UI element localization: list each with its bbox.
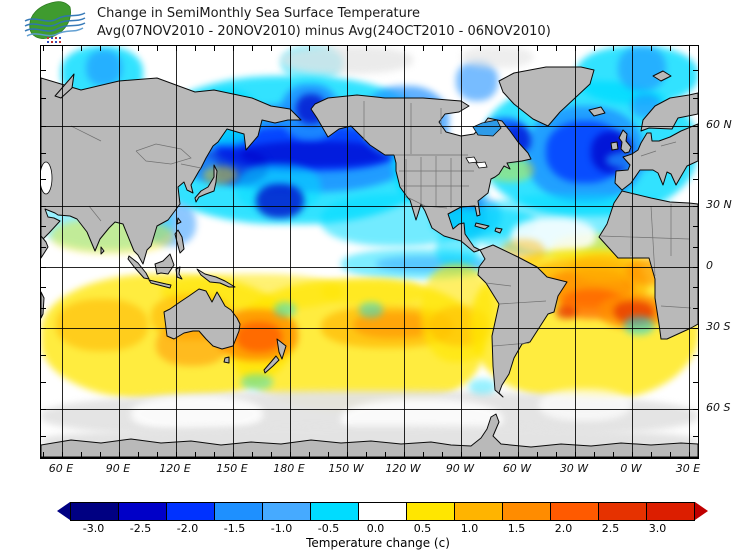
logo-tiny-text [47, 37, 61, 43]
world-landmass [41, 66, 698, 457]
greenland [498, 66, 595, 127]
colorbar-cell [214, 502, 262, 520]
new-zealand-north [276, 338, 287, 360]
colorbar-cell [262, 502, 310, 520]
lon-label: 0 W [620, 462, 642, 475]
africa [598, 190, 698, 340]
java [148, 279, 172, 289]
colorbar-cell [502, 502, 550, 520]
antarctica [41, 413, 698, 457]
colorbar-cell [406, 502, 454, 520]
lon-label: 180 E [273, 462, 305, 475]
colorbar-caption: Temperature change (c) [306, 536, 450, 550]
japan [194, 164, 218, 203]
colorbar-value: 0.5 [413, 522, 432, 535]
colorbar-cell [358, 502, 406, 520]
lat-label: 0 [706, 259, 713, 272]
lon-label: 30 E [675, 462, 701, 475]
colorbar-cell [310, 502, 358, 520]
great-lake-east [475, 161, 488, 169]
colorbar-cell [71, 502, 118, 520]
colorbar-cell [166, 502, 214, 520]
tasmania [223, 356, 230, 364]
lon-label: 60 W [502, 462, 532, 475]
colorbar-value: -2.5 [129, 522, 152, 535]
lat-label: 30 S [706, 320, 731, 333]
philippines [174, 229, 185, 254]
colorbar-cell [598, 502, 646, 520]
colorbar-value: 0.0 [366, 522, 385, 535]
colorbar: -3.0 -2.5 -2.0 -1.5 -1.0 -0.5 0.0 0.5 1.0 1.5 2.0 2… [57, 501, 708, 550]
ireland [610, 141, 619, 151]
sri-lanka [100, 246, 105, 255]
lon-label: 60 E [48, 462, 74, 475]
colorbar-value: 3.0 [648, 522, 667, 535]
great-britain [618, 129, 632, 154]
colorbar-value: 1.0 [460, 522, 479, 535]
colorbar-right-arrow [695, 502, 708, 520]
taiwan [176, 217, 182, 225]
iceland [588, 106, 606, 117]
lon-label: 90 W [445, 462, 475, 475]
colorbar-cell [550, 502, 598, 520]
lat-label: 60 S [706, 401, 731, 414]
header: Change in SemiMonthly Sea Surface Temper… [0, 0, 755, 44]
colorbar-value: 1.5 [507, 522, 526, 535]
great-lake-west [465, 156, 478, 164]
new-guinea [196, 268, 236, 288]
colorbar-value: -0.5 [317, 522, 340, 535]
colorbar-value: -1.5 [223, 522, 246, 535]
hispaniola [494, 227, 503, 234]
colorbar-cell [454, 502, 502, 520]
title-line1: Change in SemiMonthly Sea Surface Temper… [97, 6, 420, 21]
lon-label: 150 W [328, 462, 364, 475]
borneo [154, 253, 175, 275]
colorbar-cell [118, 502, 166, 520]
svalbard [652, 70, 672, 82]
map-panel [40, 45, 699, 459]
hudson-bay [472, 119, 502, 137]
lat-label: 60 N [706, 118, 732, 131]
colorbar-value: 2.0 [554, 522, 573, 535]
colorbar-value: -1.0 [270, 522, 293, 535]
lon-label: 120 W [385, 462, 421, 475]
new-zealand-south [263, 355, 280, 374]
colorbar-cell [646, 502, 694, 520]
lon-label: 150 E [216, 462, 248, 475]
lat-label: 30 N [706, 198, 732, 211]
colorbar-value: 2.5 [601, 522, 620, 535]
lon-label: 120 E [159, 462, 191, 475]
madagascar [41, 291, 45, 319]
asia [41, 77, 302, 265]
colorbar-value: -2.0 [176, 522, 199, 535]
cuba [474, 222, 490, 230]
colorbar-value: -3.0 [82, 522, 105, 535]
colorbar-left-arrow [57, 502, 70, 520]
title-line2: Avg(07NOV2010 - 20NOV2010) minus Avg(24O… [97, 24, 551, 39]
novaya-zemlya [54, 73, 75, 99]
australia [163, 288, 241, 350]
scandinavia [640, 92, 698, 132]
europe [614, 123, 698, 191]
lon-label: 30 W [559, 462, 589, 475]
agency-logo-icon [24, 1, 86, 43]
lon-label: 90 E [105, 462, 131, 475]
caspian-sea [41, 161, 53, 195]
